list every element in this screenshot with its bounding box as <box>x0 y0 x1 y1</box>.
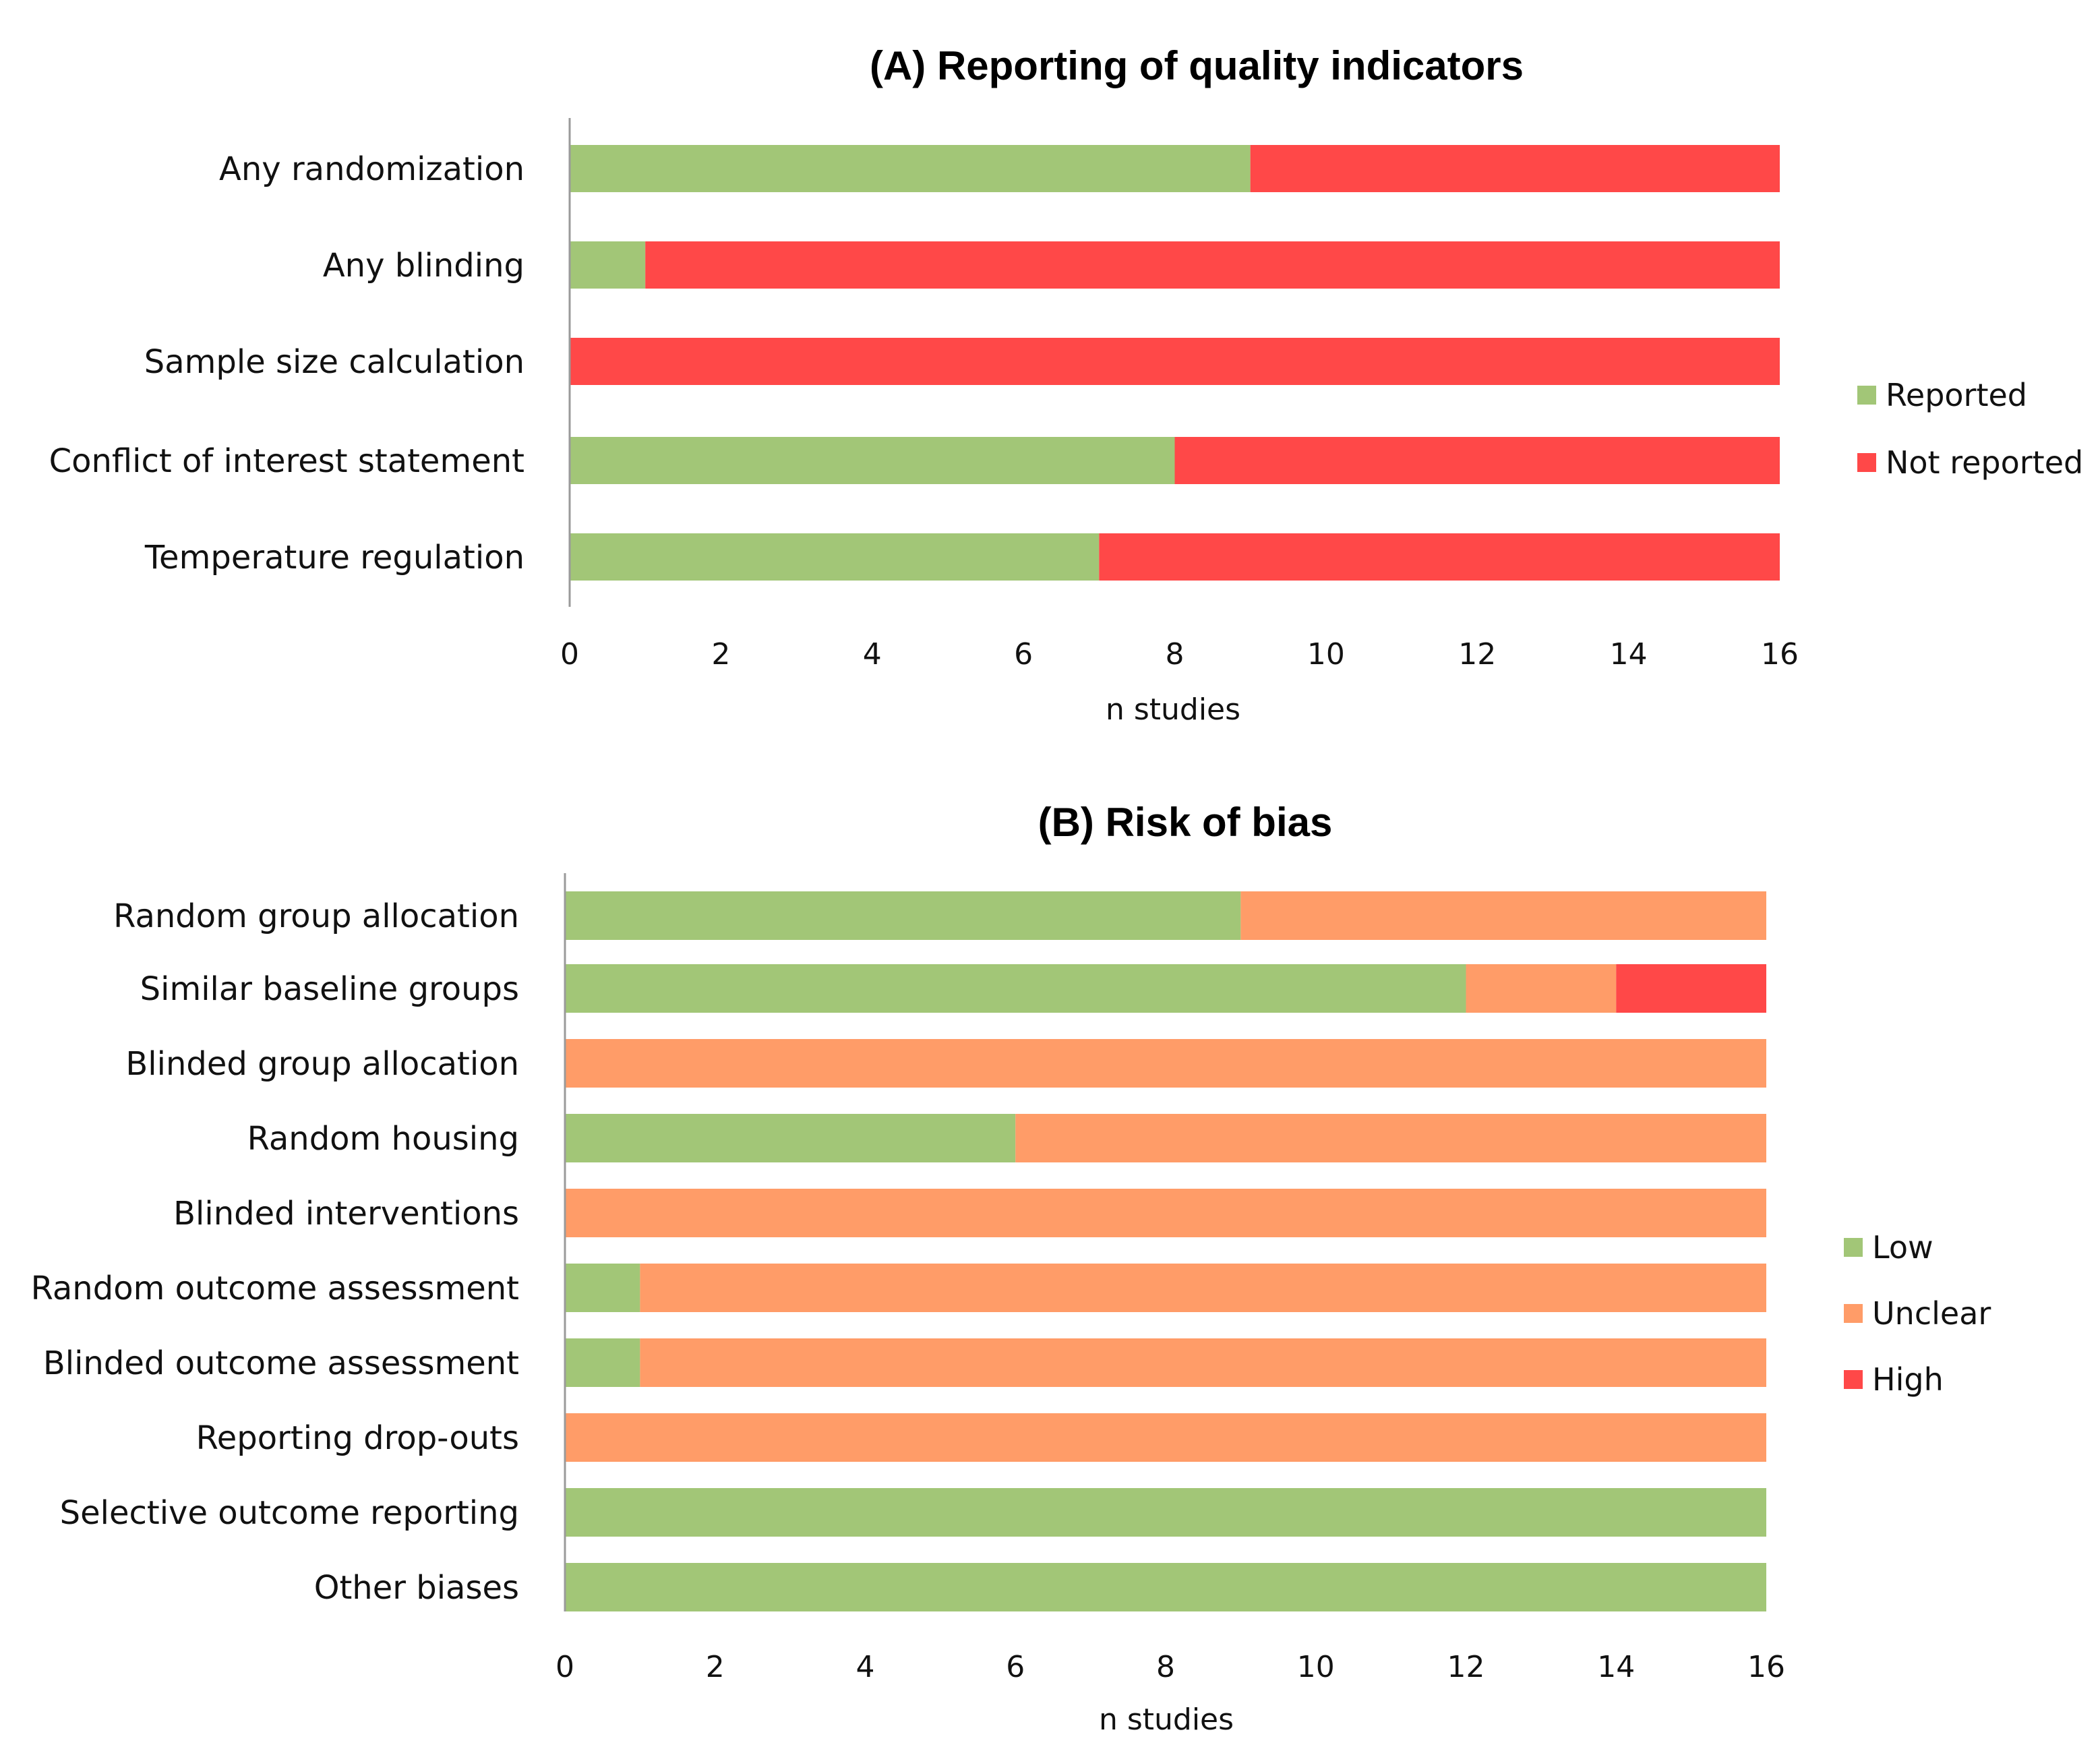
x-axis-label-a: n studies <box>1106 692 1240 727</box>
bar-b-other-biases-low <box>565 1563 1766 1611</box>
x-tick-label-b-0: 0 <box>556 1650 574 1684</box>
bar-b-random-housing-unclear <box>1015 1114 1766 1162</box>
x-tick-label-a-14: 14 <box>1610 637 1648 672</box>
x-axis-label-b: n studies <box>1099 1702 1234 1737</box>
x-tick-label-a-10: 10 <box>1307 637 1345 672</box>
legend-swatch-a-reported <box>1857 386 1876 405</box>
category-label-b-blinded-interventions: Blinded interventions <box>173 1195 519 1233</box>
bar-b-blinded-interventions-unclear <box>565 1189 1766 1237</box>
chart-a-title: (A) Reporting of quality indicators <box>870 43 1524 88</box>
bar-b-blinded-group-allocation-unclear <box>565 1039 1766 1088</box>
bar-a-sample-size-calculation-not-reported <box>570 338 1780 385</box>
chart-b-title: (B) Risk of bias <box>1038 800 1333 845</box>
bar-b-similar-baseline-groups-low <box>565 964 1466 1013</box>
legend-label-b-low: Low <box>1872 1229 1933 1266</box>
bar-a-temperature-regulation-not-reported <box>1099 533 1780 581</box>
x-tick-label-b-16: 16 <box>1747 1650 1785 1684</box>
x-tick-label-a-0: 0 <box>560 637 579 672</box>
category-label-b-reporting-drop-outs: Reporting drop-outs <box>196 1419 519 1457</box>
legend-swatch-a-not-reported <box>1857 453 1876 472</box>
bar-a-any-randomization-reported <box>570 145 1251 192</box>
category-label-a-any-blinding: Any blinding <box>323 247 524 285</box>
legend-swatch-b-low <box>1844 1238 1863 1257</box>
x-tick-label-a-16: 16 <box>1761 637 1799 672</box>
category-label-a-sample-size-calculation: Sample size calculation <box>144 343 524 381</box>
category-label-b-other-biases: Other biases <box>314 1569 519 1607</box>
x-tick-label-a-6: 6 <box>1014 637 1033 672</box>
category-label-b-random-housing: Random housing <box>247 1120 519 1158</box>
legend-label-b-unclear: Unclear <box>1872 1295 1991 1332</box>
bar-b-selective-outcome-reporting-low <box>565 1488 1766 1537</box>
bar-a-any-blinding-not-reported <box>645 241 1780 289</box>
x-tick-label-a-8: 8 <box>1166 637 1184 672</box>
chart-b-risk-of-bias: (B) Risk of bias Random group allocation S… <box>31 800 1991 1737</box>
category-label-b-blinded-group-allocation: Blinded group allocation <box>125 1045 519 1083</box>
x-tick-label-b-12: 12 <box>1447 1650 1485 1684</box>
x-tick-label-b-14: 14 <box>1597 1650 1635 1684</box>
bar-b-blinded-outcome-assessment-low <box>565 1338 640 1387</box>
x-tick-label-b-6: 6 <box>1006 1650 1025 1684</box>
legend-label-a-reported: Reported <box>1886 377 2027 413</box>
legend-label-b-high: High <box>1872 1361 1944 1398</box>
x-tick-label-b-2: 2 <box>706 1650 725 1684</box>
bar-a-conflict-of-interest-statement-reported <box>570 437 1175 484</box>
bar-a-conflict-of-interest-statement-not-reported <box>1174 437 1780 484</box>
category-label-b-selective-outcome-reporting: Selective outcome reporting <box>60 1494 519 1532</box>
bar-a-any-randomization-not-reported <box>1250 145 1780 192</box>
chart-a-reporting-quality-indicators: (A) Reporting of quality indicators Any r… <box>49 43 2084 727</box>
category-label-a-temperature-regulation: Temperature regulation <box>144 539 524 576</box>
bar-a-temperature-regulation-reported <box>570 533 1100 581</box>
bar-b-random-outcome-assessment-low <box>565 1264 640 1312</box>
category-label-b-similar-baseline-groups: Similar baseline groups <box>140 970 519 1008</box>
x-tick-label-a-4: 4 <box>863 637 882 672</box>
category-label-a-conflict-of-interest-statement: Conflict of interest statement <box>49 442 524 480</box>
bar-b-reporting-drop-outs-unclear <box>565 1413 1766 1462</box>
bar-b-random-group-allocation-unclear <box>1240 891 1766 940</box>
bar-b-blinded-outcome-assessment-unclear <box>640 1338 1766 1387</box>
x-tick-label-b-8: 8 <box>1156 1650 1175 1684</box>
bar-b-random-outcome-assessment-unclear <box>640 1264 1766 1312</box>
category-label-b-blinded-outcome-assessment: Blinded outcome assessment <box>43 1344 519 1382</box>
bar-b-random-group-allocation-low <box>565 891 1241 940</box>
legend-label-a-not-reported: Not reported <box>1886 444 2083 481</box>
x-tick-label-a-12: 12 <box>1458 637 1496 672</box>
bar-a-any-blinding-reported <box>570 241 646 289</box>
bar-b-similar-baseline-groups-unclear <box>1466 964 1617 1013</box>
bar-b-similar-baseline-groups-high <box>1616 964 1766 1013</box>
legend-swatch-b-high <box>1844 1370 1863 1389</box>
x-tick-label-a-2: 2 <box>711 637 730 672</box>
x-tick-label-b-10: 10 <box>1297 1650 1335 1684</box>
legend-swatch-b-unclear <box>1844 1304 1863 1323</box>
x-tick-label-b-4: 4 <box>856 1650 875 1684</box>
category-label-b-random-outcome-assessment: Random outcome assessment <box>31 1270 519 1307</box>
category-label-a-any-randomization: Any randomization <box>219 150 524 188</box>
category-label-b-random-group-allocation: Random group allocation <box>113 897 519 935</box>
bar-b-random-housing-low <box>565 1114 1016 1162</box>
